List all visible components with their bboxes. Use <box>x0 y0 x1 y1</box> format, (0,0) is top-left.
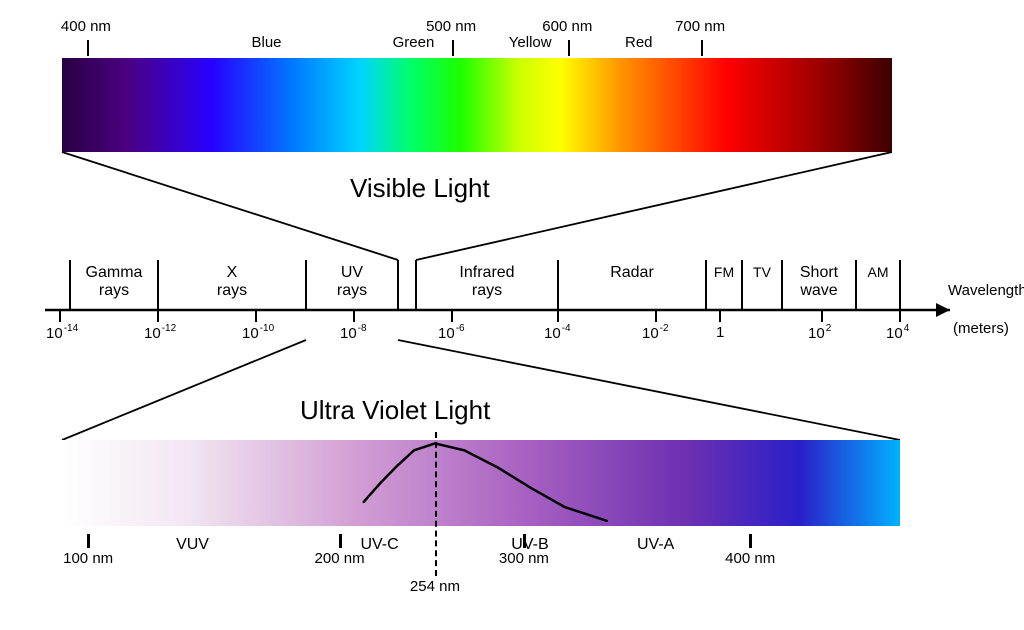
visible-tick-label: 600 nm <box>542 18 592 35</box>
visible-tick <box>87 40 89 56</box>
uv-band-label: VUV <box>176 536 209 554</box>
em-band-label: Radar <box>558 264 706 282</box>
em-tick-label: 10-8 <box>340 324 366 342</box>
em-tick-label: 1 <box>716 324 724 341</box>
visible-title: Visible Light <box>350 173 490 204</box>
em-band-label: Infraredrays <box>416 264 558 301</box>
em-tick-label: 104 <box>886 324 908 342</box>
uv-band-label: UV-B <box>511 536 548 554</box>
visible-color-label: Yellow <box>509 34 552 51</box>
em-band-label: TV <box>742 264 782 280</box>
em-band-label: Shortwave <box>782 264 856 301</box>
em-tick-label: 10-14 <box>46 324 77 342</box>
uv-spectrum-bar <box>62 440 900 526</box>
em-tick-label: 10-2 <box>642 324 668 342</box>
visible-tick-label: 500 nm <box>426 18 476 35</box>
axis-label-wavelength: Wavelength <box>948 282 1024 299</box>
visible-tick <box>452 40 454 56</box>
visible-color-label: Blue <box>252 34 282 51</box>
axis-label-meters: (meters) <box>953 320 1009 337</box>
em-band-label: AM <box>856 264 900 280</box>
visible-tick <box>701 40 703 56</box>
em-tick-label: 10-6 <box>438 324 464 342</box>
em-tick-label: 102 <box>808 324 830 342</box>
spectrum-diagram: 400 nm 500 nm 600 nm 700 nm Blue Green Yellow… <box>0 0 1024 630</box>
uv-tick <box>339 534 342 548</box>
em-band-label: Gammarays <box>70 264 158 301</box>
visible-tick-label: 400 nm <box>61 18 111 35</box>
visible-tick-label: 700 nm <box>675 18 725 35</box>
uv-tick-label: 100 nm <box>63 550 113 567</box>
uv-tick <box>87 534 90 548</box>
uv-254-marker-label: 254 nm <box>410 578 460 595</box>
uv-tick-label: 400 nm <box>725 550 775 567</box>
em-tick-label: 10-4 <box>544 324 570 342</box>
em-band-label: FM <box>706 264 742 280</box>
visible-color-label: Green <box>393 34 435 51</box>
visible-tick <box>568 40 570 56</box>
visible-color-label: Red <box>625 34 653 51</box>
visible-spectrum-bar <box>62 58 892 152</box>
uv-tick <box>749 534 752 548</box>
uv-band-label: UV-A <box>637 536 674 554</box>
uv-tick-label: 200 nm <box>315 550 365 567</box>
uv-254-marker-line <box>435 432 437 576</box>
uv-band-label: UV-C <box>360 536 398 554</box>
em-tick-label: 10-10 <box>242 324 273 342</box>
uv-title: Ultra Violet Light <box>300 395 490 426</box>
em-band-label: Xrays <box>158 264 306 301</box>
em-band-label: UVrays <box>306 264 398 301</box>
em-tick-label: 10-12 <box>144 324 175 342</box>
